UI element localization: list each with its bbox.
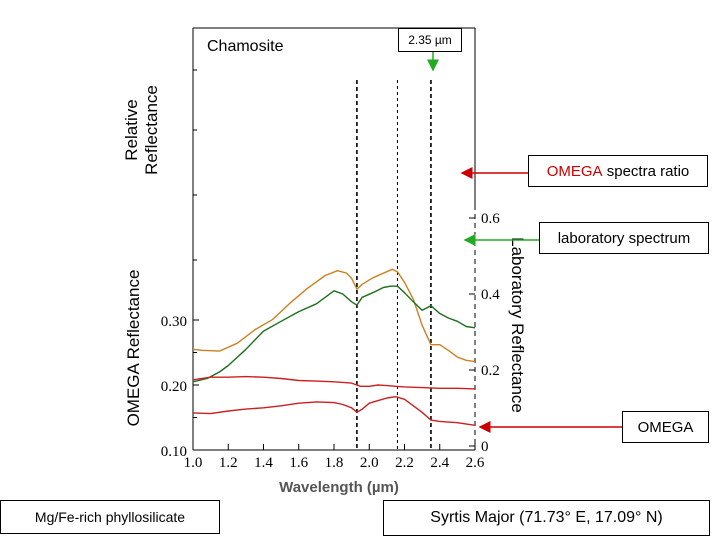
- lab-spectrum-label: laboratory spectrum: [557, 229, 691, 247]
- marker-label-box: 2.35 µm: [398, 28, 462, 52]
- x-tick-label-5: 2.0: [360, 455, 379, 471]
- omega-label: OMEGA: [637, 418, 694, 436]
- y-right-tick-label-0: 0: [481, 439, 489, 455]
- y-left-tick-label-0: 0.10: [161, 444, 187, 460]
- chart-title: Chamosite: [207, 38, 284, 55]
- omega-label-box: OMEGA: [622, 411, 709, 443]
- omega-ratio-label-box: OMEGA spectra ratio: [528, 155, 708, 187]
- mineral-label: Mg/Fe-rich phyllosilicate: [34, 509, 186, 525]
- x-tick-label-8: 2.6: [466, 455, 485, 471]
- series-line-1: [192, 285, 476, 383]
- y-left-tick-label-2: 0.30: [161, 314, 187, 330]
- y-right-tick-label-1: 0.2: [481, 363, 500, 379]
- x-tick-label-6: 2.2: [395, 455, 414, 471]
- y-left-axis-label: OMEGA Reflectance: [124, 270, 143, 427]
- x-tick-label-4: 1.8: [325, 455, 344, 471]
- x-tick-label-0: 1.0: [184, 455, 203, 471]
- mineral-label-box: Mg/Fe-rich phyllosilicate: [0, 500, 220, 534]
- x-tick-label-3: 1.6: [289, 455, 308, 471]
- y-right-tick-label-3: 0.6: [481, 211, 500, 227]
- y-right-tick-label-2: 0.4: [481, 287, 500, 303]
- location-label: Syrtis Major (71.73° E, 17.09° N): [430, 509, 663, 526]
- lab-spectrum-label-box: laboratory spectrum: [539, 222, 709, 254]
- y-right-axis-label: Laboratory Reflectance: [508, 237, 527, 413]
- location-label-box: Syrtis Major (71.73° E, 17.09° N): [383, 500, 710, 536]
- series-line-3: [192, 396, 476, 426]
- y-left-tick-label-1: 0.20: [161, 379, 187, 395]
- y-upper-axis-label-line2: Reflectance: [142, 85, 161, 175]
- x-tick-label-7: 2.4: [430, 455, 449, 471]
- series-line-2: [192, 375, 476, 390]
- x-axis-label: Wavelength (µm): [279, 479, 399, 496]
- omega-ratio-label-suffix: spectra ratio: [602, 162, 690, 180]
- omega-ratio-label-prefix: OMEGA: [546, 162, 603, 180]
- series-line-0: [192, 268, 476, 363]
- marker-label: 2.35 µm: [408, 33, 452, 47]
- x-tick-label-2: 1.4: [254, 455, 273, 471]
- y-upper-axis-label-line1: Relative: [122, 99, 141, 160]
- x-tick-label-1: 1.2: [219, 455, 238, 471]
